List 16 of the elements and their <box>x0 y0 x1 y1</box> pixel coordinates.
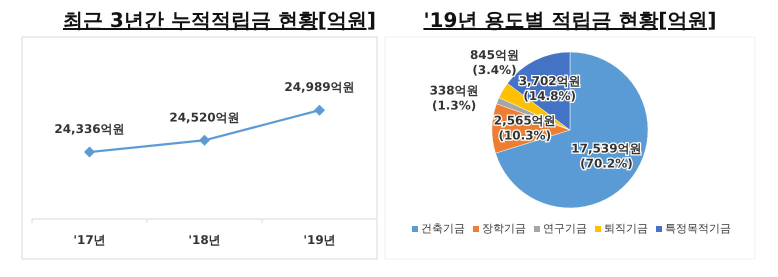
data-label: 24,336억원 <box>54 122 125 136</box>
data-label: 17,539억원 (70.2%) <box>571 142 642 171</box>
x-tick-label: '18년 <box>188 233 221 247</box>
data-label: 24,989억원 <box>284 80 355 94</box>
x-tick-label: '19년 <box>303 233 336 247</box>
legend-label: 연구기금 <box>543 222 587 236</box>
chart-title: 최근 3년간 누적적립금 현황[억원] <box>62 8 376 32</box>
legend-label: 건축기금 <box>421 222 465 236</box>
data-label: 338억원 (1.3%) <box>430 84 479 114</box>
legend-label: 퇴직기금 <box>604 222 648 236</box>
legend-label: 장학기금 <box>482 222 526 236</box>
legend-label: 특정목적기금 <box>665 222 731 236</box>
data-label: 845억원 (3.4%) <box>470 48 520 78</box>
chart-title: '19년 용도별 적립금 현황[억원] <box>423 8 717 32</box>
x-tick-label: '17년 <box>73 233 106 247</box>
data-label: 24,520억원 <box>169 110 240 125</box>
